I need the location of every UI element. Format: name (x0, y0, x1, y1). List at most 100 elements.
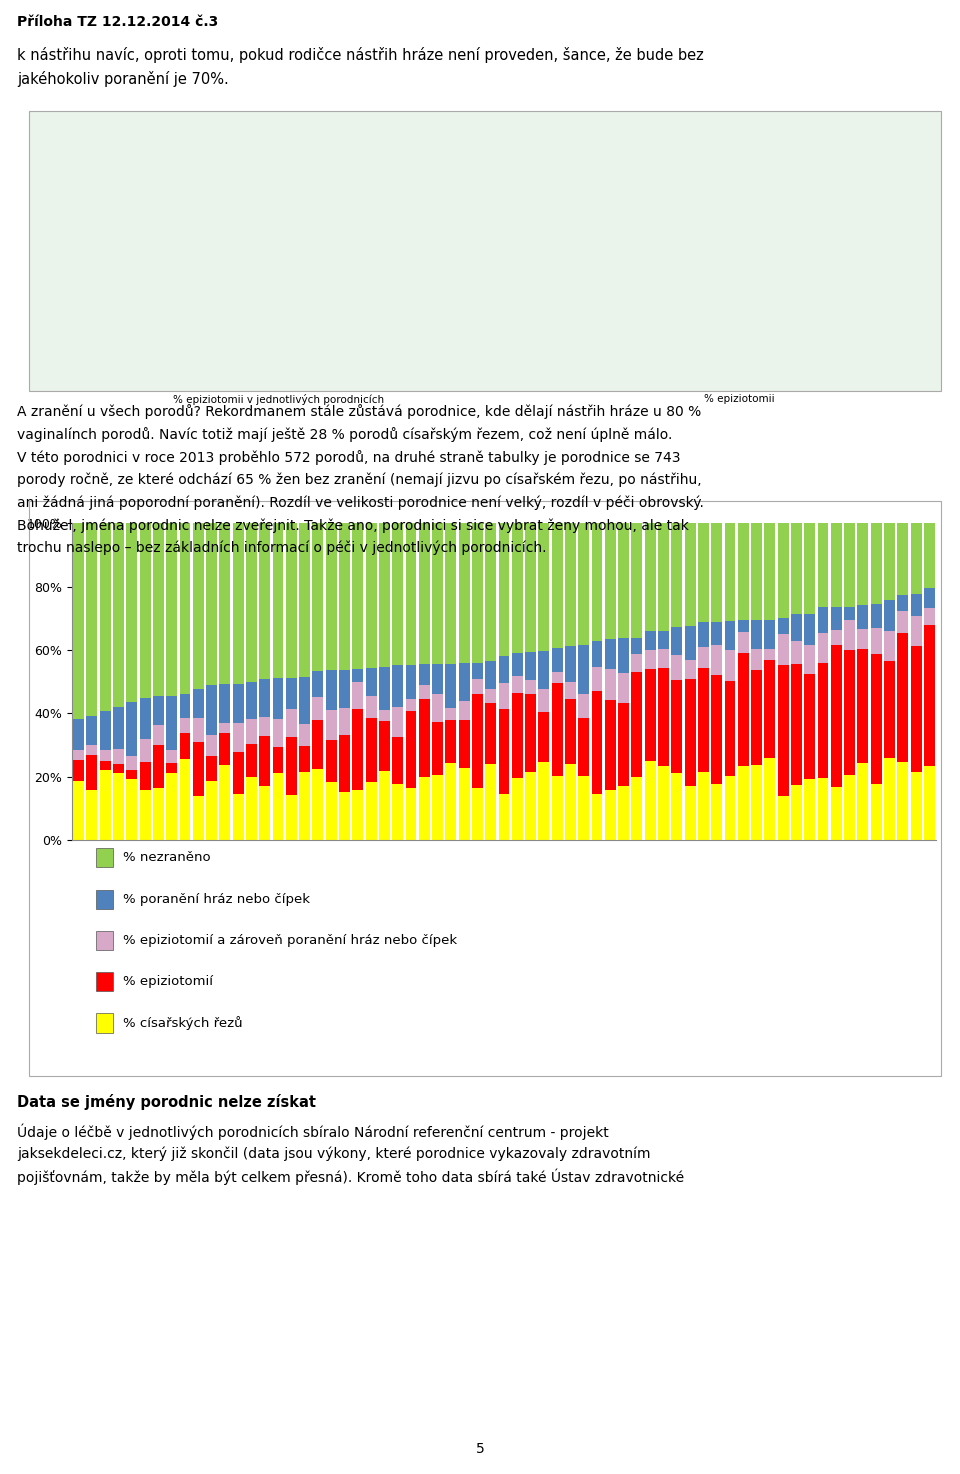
Bar (804, 646, 815, 674)
Text: % císařských řezů: % císařských řezů (123, 1016, 243, 1030)
Bar (366, 718, 376, 781)
Y-axis label: % poranění hráz čípek v jednotlivých
porodnicích: % poranění hráz čípek v jednotlivých por… (51, 167, 71, 336)
Point (453, 308, 468, 332)
Bar (539, 523, 549, 650)
Bar (86, 790, 97, 840)
Point (330, 256, 346, 280)
Point (289, 240, 304, 264)
Bar (485, 764, 496, 840)
Bar (857, 606, 869, 629)
Point (646, 186, 661, 209)
Point (276, 202, 291, 226)
Point (307, 256, 323, 280)
Text: trochu naslepo – bez základních informací o péči v jednotlivých porodnicích.: trochu naslepo – bez základních informac… (17, 541, 547, 556)
Bar (286, 737, 297, 796)
Bar (911, 772, 922, 840)
Text: % epiziotomií a zároveň poranění hráz nebo čípek: % epiziotomií a zároveň poranění hráz ne… (123, 935, 457, 946)
Bar (911, 646, 922, 772)
Bar (565, 523, 576, 647)
Point (298, 274, 313, 298)
Bar (725, 777, 735, 840)
Bar (445, 663, 456, 709)
Bar (300, 724, 310, 746)
Bar (871, 604, 881, 628)
Point (375, 246, 391, 270)
Bar (393, 665, 403, 708)
Bar (671, 656, 683, 680)
Bar (206, 523, 217, 685)
Bar (193, 741, 204, 796)
Point (302, 223, 318, 246)
Bar (911, 594, 922, 616)
Bar (911, 523, 922, 594)
Bar (127, 523, 137, 702)
Bar (352, 669, 363, 682)
Bar (512, 693, 523, 778)
Bar (300, 746, 310, 771)
Bar (711, 644, 722, 675)
Bar (898, 523, 908, 595)
Bar (658, 765, 669, 840)
Bar (830, 787, 842, 840)
Bar (539, 688, 549, 712)
Bar (698, 647, 708, 668)
Point (203, 298, 218, 321)
Bar (578, 523, 589, 644)
Bar (379, 710, 390, 721)
Point (625, 172, 640, 196)
Point (697, 211, 712, 234)
Bar (857, 762, 869, 840)
Bar (379, 523, 390, 668)
Bar (286, 796, 297, 840)
Point (294, 256, 309, 280)
Bar (325, 710, 337, 740)
Bar (419, 684, 430, 699)
Bar (300, 771, 310, 840)
Bar (472, 787, 483, 840)
Bar (193, 718, 204, 741)
Point (723, 212, 738, 236)
Bar (751, 523, 762, 619)
Bar (86, 755, 97, 790)
Bar (445, 721, 456, 762)
Point (371, 270, 386, 293)
Bar (419, 699, 430, 777)
Bar (512, 523, 523, 653)
Bar (405, 665, 417, 700)
Point (344, 274, 359, 298)
Bar (671, 523, 683, 626)
Bar (100, 710, 110, 750)
Bar (898, 632, 908, 762)
Bar (232, 752, 244, 793)
Bar (193, 796, 204, 840)
Bar (711, 784, 722, 840)
Bar (725, 650, 735, 681)
Bar (232, 793, 244, 840)
Bar (246, 523, 257, 682)
Bar (618, 703, 629, 787)
Bar (73, 781, 84, 840)
Bar (539, 762, 549, 840)
Point (612, 162, 628, 186)
Point (847, 298, 862, 321)
Point (148, 318, 163, 342)
Text: Data se jmény porodnic nelze získat: Data se jmény porodnic nelze získat (17, 1094, 316, 1110)
Point (761, 226, 777, 249)
Point (689, 205, 705, 228)
Bar (206, 736, 217, 756)
Bar (698, 523, 708, 622)
Bar (339, 708, 350, 734)
Bar (379, 721, 390, 771)
Bar (246, 682, 257, 719)
Bar (884, 600, 895, 631)
Bar (259, 678, 270, 716)
Bar (273, 747, 283, 772)
Bar (73, 750, 84, 761)
Bar (246, 777, 257, 840)
Bar (552, 777, 563, 840)
Point (348, 274, 364, 298)
Bar (751, 669, 762, 765)
Bar (246, 744, 257, 777)
Bar (857, 523, 869, 606)
Bar (220, 523, 230, 684)
